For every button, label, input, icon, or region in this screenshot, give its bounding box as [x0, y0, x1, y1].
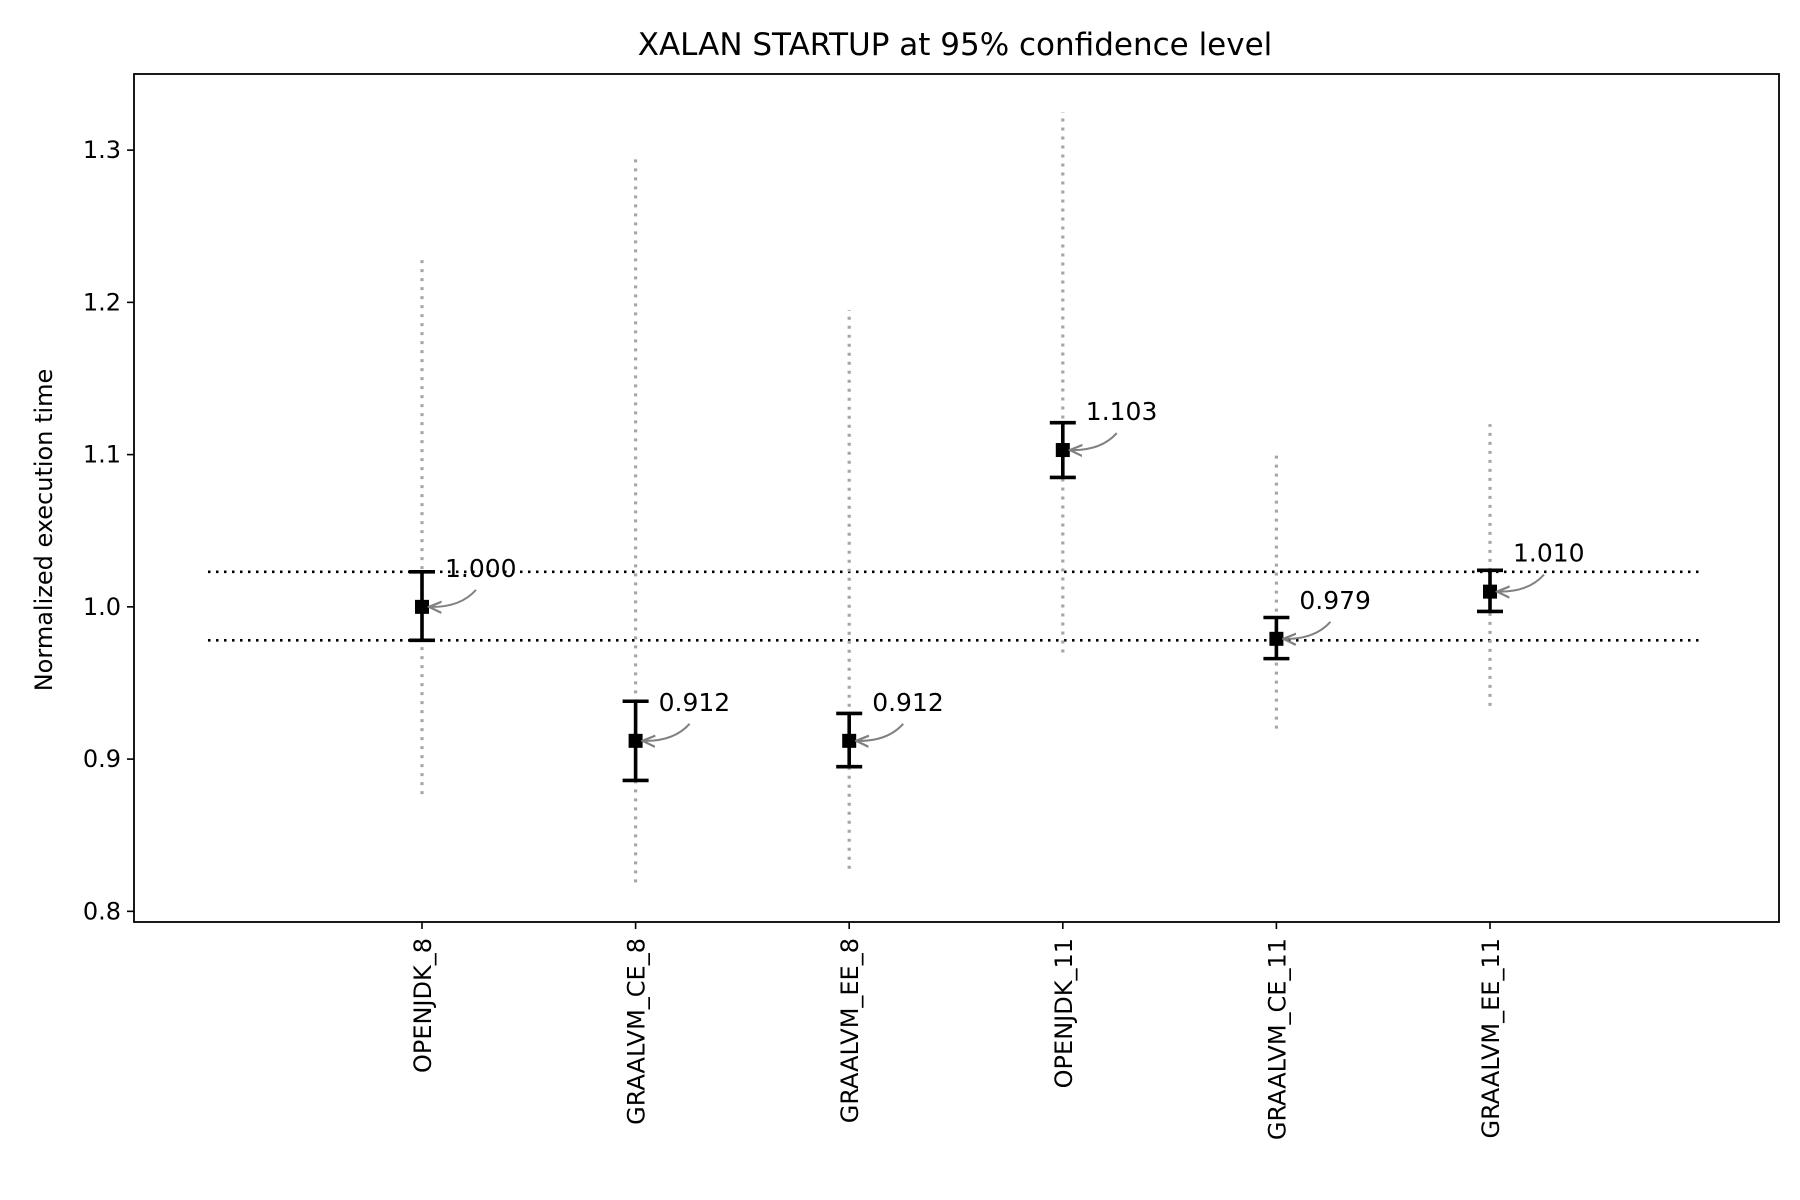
x-tick-label: GRAALVM_EE_8 — [836, 938, 864, 1123]
y-tick-label: 1.0 — [83, 593, 121, 621]
plot-area: 0.8 0.9 1.0 1.1 1.2 1.3 OPENJDK_8 GRAALVM_CE_8 G… — [83, 112, 1700, 1140]
x-tick-label: OPENJDK_8 — [409, 938, 437, 1073]
y-tick-label: 1.2 — [83, 288, 121, 316]
annotation-arrow — [1283, 621, 1332, 639]
annotation-arrow — [643, 723, 691, 741]
plot-frame — [133, 73, 1780, 923]
data-point — [1483, 584, 1497, 599]
y-tick-label: 1.3 — [83, 136, 121, 164]
x-tick-label: GRAALVM_CE_11 — [1263, 938, 1291, 1140]
data-label: 1.010 — [1513, 539, 1585, 568]
y-tick-label: 1.1 — [83, 441, 121, 469]
annotation-arrow — [429, 589, 477, 607]
x-tick-label: OPENJDK_11 — [1050, 938, 1078, 1088]
data-label: 1.000 — [445, 554, 517, 583]
annotation-arrow — [856, 723, 904, 741]
x-tick-label: GRAALVM_CE_8 — [623, 938, 651, 1125]
data-label: 0.912 — [659, 688, 731, 717]
data-point — [1269, 631, 1284, 646]
data-label: 0.912 — [872, 688, 944, 717]
data-point — [1055, 443, 1070, 458]
data-label: 1.103 — [1086, 397, 1158, 426]
annotation-arrow — [1497, 573, 1545, 592]
data-point — [415, 599, 429, 614]
data-point — [842, 733, 857, 748]
data-point — [628, 733, 643, 748]
x-tick-label: GRAALVM_EE_11 — [1477, 938, 1505, 1139]
y-tick-label: 0.8 — [83, 897, 121, 925]
y-tick-label: 0.9 — [83, 745, 121, 773]
annotation-arrow — [1070, 432, 1118, 450]
chart-title: XALAN STARTUP at 95% confidence level — [638, 27, 1273, 63]
data-label: 0.979 — [1299, 586, 1371, 615]
y-axis-label: Normalized execution time — [30, 369, 58, 692]
